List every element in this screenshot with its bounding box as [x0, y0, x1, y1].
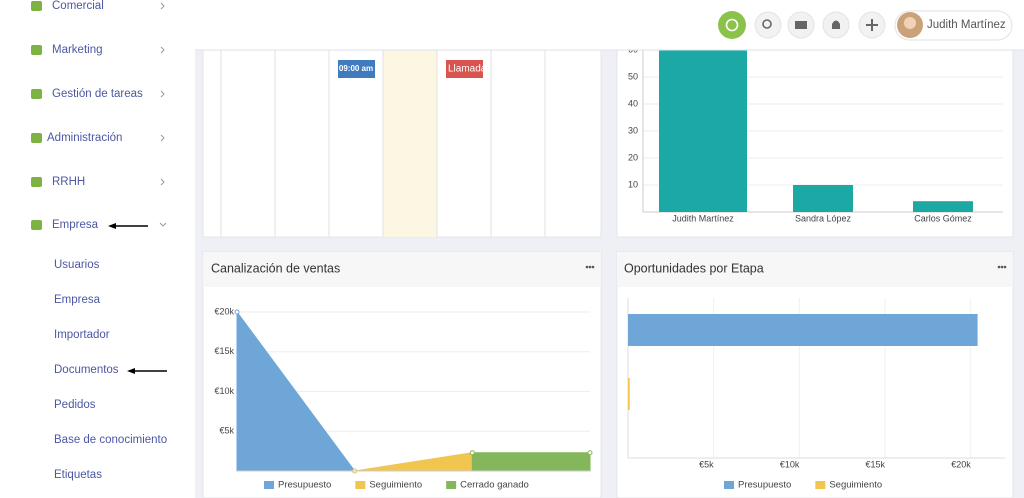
menu-icon — [31, 133, 42, 143]
panel-title: Canalización de ventas — [211, 261, 340, 275]
bar — [913, 201, 973, 212]
y-tick-label: €5k — [219, 426, 234, 436]
chevron-right — [160, 178, 165, 186]
mail-icon — [795, 21, 807, 29]
legend-swatch — [815, 481, 826, 489]
avatar-face — [904, 17, 916, 29]
point — [234, 309, 240, 315]
menu-item[interactable]: Comercial — [52, 0, 104, 12]
x-tick-label: €20k — [951, 459, 971, 469]
y-tick-label: 50 — [628, 71, 638, 81]
menu-item[interactable]: Empresa — [52, 219, 99, 231]
annotation-arrow — [108, 223, 167, 374]
menu-item[interactable]: Administración — [47, 132, 122, 144]
clock-icon — [725, 18, 739, 32]
bell-icon — [832, 20, 840, 29]
submenu-item[interactable]: Base de conocimiento — [54, 434, 167, 446]
menu-item[interactable]: Gestión de tareas — [52, 88, 143, 100]
y-tick-label: 40 — [628, 98, 638, 108]
legend-label: Cerrado ganado — [460, 480, 529, 491]
submenu-item[interactable]: Empresa — [54, 294, 101, 306]
menu-icon — [31, 177, 42, 187]
event-label: 09:00 am — [339, 64, 373, 73]
area — [471, 452, 591, 472]
bar — [628, 378, 630, 410]
legend-label: Presupuesto — [738, 480, 791, 491]
chevron-right — [160, 46, 165, 54]
x-tick-label: Sandra López — [795, 213, 852, 223]
y-tick-label: 20 — [628, 152, 638, 162]
submenu-item[interactable]: Usuarios — [54, 259, 100, 271]
submenu-item[interactable]: Importador — [54, 329, 110, 341]
event-clip: Llamada — [446, 60, 487, 78]
menu-dots[interactable] — [585, 265, 595, 269]
y-tick-label: €10k — [214, 386, 234, 396]
y-tick-label: €15k — [214, 346, 234, 356]
chevron-right — [160, 134, 165, 142]
event[interactable] — [446, 60, 483, 78]
panel-title: Oportunidades por Etapa — [624, 261, 764, 275]
bar — [628, 314, 978, 346]
legend-label: Seguimiento — [369, 480, 422, 491]
y-tick-label: €20k — [214, 306, 234, 316]
legend-swatch — [355, 481, 366, 489]
legend-swatch — [724, 481, 734, 489]
x-tick-label: Judith Martínez — [672, 213, 734, 223]
menu-icon — [31, 220, 42, 230]
submenu-item[interactable]: Pedidos — [54, 399, 96, 411]
sidebar — [0, 0, 195, 498]
legend-label: Seguimiento — [829, 480, 882, 491]
calendar-grid — [220, 40, 546, 237]
y-tick-label: 10 — [628, 179, 638, 189]
x-tick-label: €15k — [866, 459, 886, 469]
x-tick-label: Carlos Gómez — [914, 213, 972, 223]
menu-item[interactable]: RRHH — [52, 176, 85, 188]
topbar — [195, 0, 1024, 50]
search-button[interactable] — [754, 11, 782, 39]
event[interactable] — [338, 60, 375, 78]
chevron-right — [160, 2, 165, 10]
bar — [659, 36, 747, 212]
menu-item[interactable]: Marketing — [52, 44, 103, 56]
submenu-item[interactable]: Documentos — [54, 364, 119, 376]
point — [469, 450, 475, 456]
clock-button[interactable] — [718, 11, 746, 39]
legend-swatch — [446, 481, 457, 489]
submenu-item[interactable]: Etiquetas — [54, 469, 102, 481]
user-button[interactable] — [894, 10, 1013, 41]
menu-dots[interactable] — [997, 265, 1007, 269]
point — [587, 450, 593, 456]
event-label: Llamada — [448, 64, 487, 75]
today-column — [383, 40, 437, 237]
menu-icon — [31, 45, 42, 55]
x-tick-label: €5k — [699, 459, 714, 469]
user-name: Judith Martínez — [927, 19, 1006, 31]
search-icon — [762, 19, 772, 29]
menu-icon — [31, 1, 42, 11]
x-tick-label: €10k — [780, 459, 800, 469]
chevron-down — [159, 222, 167, 227]
y-tick-label: 30 — [628, 125, 638, 135]
add-icon — [866, 19, 878, 31]
sidebar-menu: Comercial Marketing Gestión de tareas Admin… — [31, 0, 167, 481]
bar — [793, 185, 853, 212]
chevron-right — [160, 90, 165, 98]
menu-icon — [31, 89, 42, 99]
legend-swatch — [264, 481, 274, 489]
panel-header — [617, 252, 1013, 287]
panel-header — [203, 252, 601, 287]
legend-label: Presupuesto — [278, 480, 331, 491]
chart-panel — [616, 251, 1014, 498]
